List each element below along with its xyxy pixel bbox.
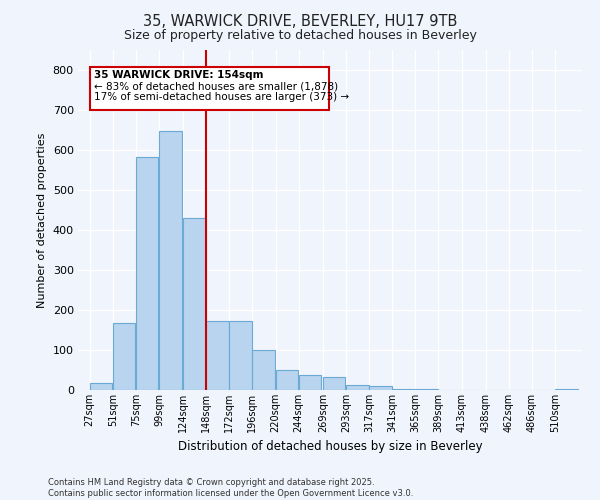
Bar <box>369 386 392 390</box>
Bar <box>229 321 252 390</box>
Bar <box>346 385 368 390</box>
Bar <box>183 218 206 390</box>
Bar <box>555 389 578 390</box>
Text: Contains HM Land Registry data © Crown copyright and database right 2025.
Contai: Contains HM Land Registry data © Crown c… <box>48 478 413 498</box>
Bar <box>299 375 322 390</box>
FancyBboxPatch shape <box>89 67 329 110</box>
Text: 35, WARWICK DRIVE, BEVERLEY, HU17 9TB: 35, WARWICK DRIVE, BEVERLEY, HU17 9TB <box>143 14 457 29</box>
Bar <box>113 323 136 390</box>
Bar <box>275 370 298 390</box>
Bar <box>323 377 346 390</box>
Text: ← 83% of detached houses are smaller (1,878): ← 83% of detached houses are smaller (1,… <box>94 81 338 91</box>
Bar <box>253 350 275 390</box>
Bar <box>159 131 182 390</box>
Text: Size of property relative to detached houses in Beverley: Size of property relative to detached ho… <box>124 29 476 42</box>
Y-axis label: Number of detached properties: Number of detached properties <box>37 132 47 308</box>
Bar <box>415 389 438 390</box>
X-axis label: Distribution of detached houses by size in Beverley: Distribution of detached houses by size … <box>178 440 482 454</box>
Bar <box>392 389 415 390</box>
Text: 35 WARWICK DRIVE: 154sqm: 35 WARWICK DRIVE: 154sqm <box>94 70 264 80</box>
Bar <box>89 383 112 390</box>
Bar <box>136 157 158 390</box>
Text: 17% of semi-detached houses are larger (373) →: 17% of semi-detached houses are larger (… <box>94 92 350 102</box>
Bar <box>206 321 229 390</box>
